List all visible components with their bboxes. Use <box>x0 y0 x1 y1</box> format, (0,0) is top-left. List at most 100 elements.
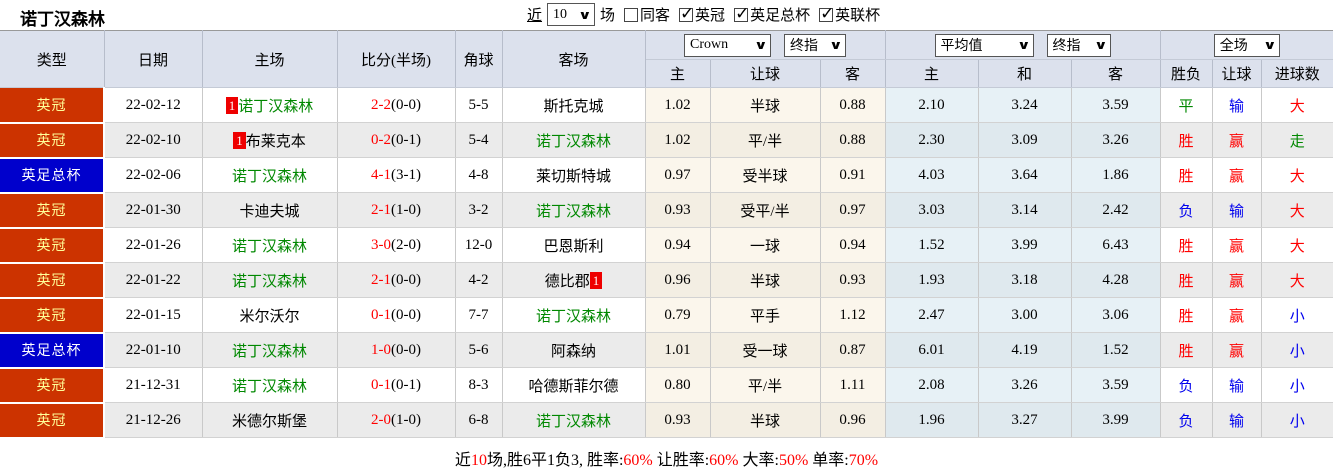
home-team[interactable]: 1 诺丁汉森林 <box>202 87 338 123</box>
checkbox-area: 同客 英冠 英足总杯 英联杯 <box>615 4 880 25</box>
away-team[interactable]: 诺丁汉森林 <box>502 122 646 158</box>
match-count-select[interactable]: 10 ∨ <box>547 3 596 26</box>
halftime-score: (0-1) <box>391 131 421 148</box>
fulltime-score: 0-1 <box>371 376 391 393</box>
crown-home-odds: 0.93 <box>645 402 711 438</box>
avg-odds-company-select[interactable]: 平均值 ∨ <box>934 33 1034 57</box>
result-handicap: 赢 <box>1212 122 1262 158</box>
corners-value: 7-7 <box>455 297 503 333</box>
away-team[interactable]: 巴恩斯利 <box>502 227 646 263</box>
home-team[interactable]: 米德尔斯堡 <box>202 402 338 438</box>
match-date: 22-02-10 <box>104 122 203 158</box>
away-team[interactable]: 诺丁汉森林 <box>502 402 646 438</box>
fulltime-score: 4-1 <box>371 166 391 183</box>
crown-home-odds: 0.80 <box>645 367 711 403</box>
result-wdl: 平 <box>1160 87 1213 123</box>
result-wdl: 胜 <box>1160 157 1213 193</box>
table-row: 英冠 22-01-26 诺丁汉森林 3-0(2-0) 12-0 巴恩斯利 0.9… <box>0 227 1333 264</box>
crown-home-odds: 0.94 <box>645 227 711 263</box>
crown-home-odds: 1.02 <box>645 122 711 158</box>
scope-select[interactable]: 全场 ∨ <box>1213 33 1280 57</box>
team-name: 诺丁汉森林 <box>231 378 307 395</box>
checkbox-英足总杯[interactable] <box>734 4 749 24</box>
result-handicap: 输 <box>1212 367 1262 403</box>
avg-away-odds: 3.59 <box>1071 367 1161 403</box>
avg-home-odds: 1.52 <box>885 227 979 263</box>
team-name: 哈德斯菲尔德 <box>528 378 619 395</box>
avg-draw-odds: 3.18 <box>978 262 1072 298</box>
home-team[interactable]: 诺丁汉森林 <box>202 227 338 263</box>
home-team[interactable]: 米尔沃尔 <box>202 297 338 333</box>
team-name: 米德尔斯堡 <box>231 413 307 430</box>
corners-value: 5-4 <box>455 122 503 158</box>
away-team[interactable]: 德比郡 1 <box>502 262 646 298</box>
corners-value: 4-8 <box>455 157 503 193</box>
corners-value: 12-0 <box>455 227 503 263</box>
chevron-down-icon: ∨ <box>1016 38 1031 52</box>
home-team[interactable]: 诺丁汉森林 <box>202 367 338 403</box>
away-team[interactable]: 哈德斯菲尔德 <box>502 367 646 403</box>
avg-home-odds: 4.03 <box>885 157 979 193</box>
crown-home-odds: 0.93 <box>645 192 711 228</box>
result-scope-header: 全场 ∨ <box>1160 30 1333 60</box>
team-name: 诺丁汉森林 <box>535 308 611 325</box>
summary-segment: 70% <box>848 451 879 469</box>
team-name: 德比郡 <box>544 273 590 290</box>
corners-value: 3-2 <box>455 192 503 228</box>
avg-home-odds: 2.08 <box>885 367 979 403</box>
away-team[interactable]: 阿森纳 <box>502 332 646 368</box>
result-wdl: 胜 <box>1160 262 1213 298</box>
home-team[interactable]: 诺丁汉森林 <box>202 157 338 193</box>
checkbox-label: 英冠 <box>695 8 726 24</box>
chevron-down-icon: ∨ <box>1263 38 1277 52</box>
checkbox-英冠[interactable] <box>679 4 694 24</box>
summary-segment: 60% <box>709 451 739 469</box>
result-handicap: 输 <box>1212 192 1262 228</box>
avg-home-odds: 1.93 <box>885 262 979 298</box>
home-team[interactable]: 诺丁汉森林 <box>202 332 338 368</box>
home-team[interactable]: 1 布莱克本 <box>202 122 338 158</box>
avg-home-odds: 6.01 <box>885 332 979 368</box>
table-row: 英冠 22-01-22 诺丁汉森林 2-1(0-0) 4-2 德比郡 1 0.96… <box>0 262 1333 299</box>
halftime-score: (0-0) <box>391 271 421 288</box>
crown-odds-time-select[interactable]: 终指 ∨ <box>784 33 846 57</box>
match-date: 21-12-31 <box>104 367 203 403</box>
result-wdl: 负 <box>1160 367 1213 403</box>
halftime-score: (3-1) <box>391 166 421 183</box>
table-row: 英足总杯 22-02-06 诺丁汉森林 4-1(3-1) 4-8 莱切斯特城 0… <box>0 157 1333 194</box>
result-goals: 小 <box>1261 297 1333 333</box>
match-date: 22-01-22 <box>104 262 203 298</box>
chevron-down-icon: ∨ <box>1093 38 1108 52</box>
team-name: 诺丁汉森林 <box>535 413 611 430</box>
result-handicap: 赢 <box>1212 227 1262 263</box>
sub-header-0: 主 <box>645 59 711 88</box>
league-badge: 英冠 <box>0 297 105 334</box>
match-date: 22-02-12 <box>104 87 203 123</box>
away-team[interactable]: 莱切斯特城 <box>502 157 646 193</box>
home-team[interactable]: 诺丁汉森林 <box>202 262 338 298</box>
crown-home-odds: 1.01 <box>645 332 711 368</box>
table-row: 英冠 21-12-31 诺丁汉森林 0-1(0-1) 8-3 哈德斯菲尔德 0.… <box>0 367 1333 404</box>
corners-value: 4-2 <box>455 262 503 298</box>
crown-home-odds: 0.96 <box>645 262 711 298</box>
avg-away-odds: 1.52 <box>1071 332 1161 368</box>
result-wdl: 胜 <box>1160 297 1213 333</box>
match-date: 22-01-30 <box>104 192 203 228</box>
crown-handicap: 平/半 <box>710 367 821 403</box>
crown-home-odds: 1.02 <box>645 87 711 123</box>
odds-company-select[interactable]: Crown ∨ <box>684 33 771 57</box>
table-row: 英冠 22-01-15 米尔沃尔 0-1(0-0) 7-7 诺丁汉森林 0.79… <box>0 297 1333 334</box>
checkbox-同客[interactable] <box>624 8 639 22</box>
fulltime-score: 0-2 <box>371 131 391 148</box>
avg-home-odds: 1.96 <box>885 402 979 438</box>
sub-header-7: 让球 <box>1212 59 1262 88</box>
result-goals: 小 <box>1261 367 1333 403</box>
home-team[interactable]: 卡迪夫城 <box>202 192 338 228</box>
avg-odds-time-select[interactable]: 终指 ∨ <box>1046 33 1111 57</box>
checkbox-英联杯[interactable] <box>819 4 834 24</box>
away-team[interactable]: 诺丁汉森林 <box>502 192 646 228</box>
corners-value: 5-6 <box>455 332 503 368</box>
away-team[interactable]: 诺丁汉森林 <box>502 297 646 333</box>
away-team[interactable]: 斯托克城 <box>502 87 646 123</box>
